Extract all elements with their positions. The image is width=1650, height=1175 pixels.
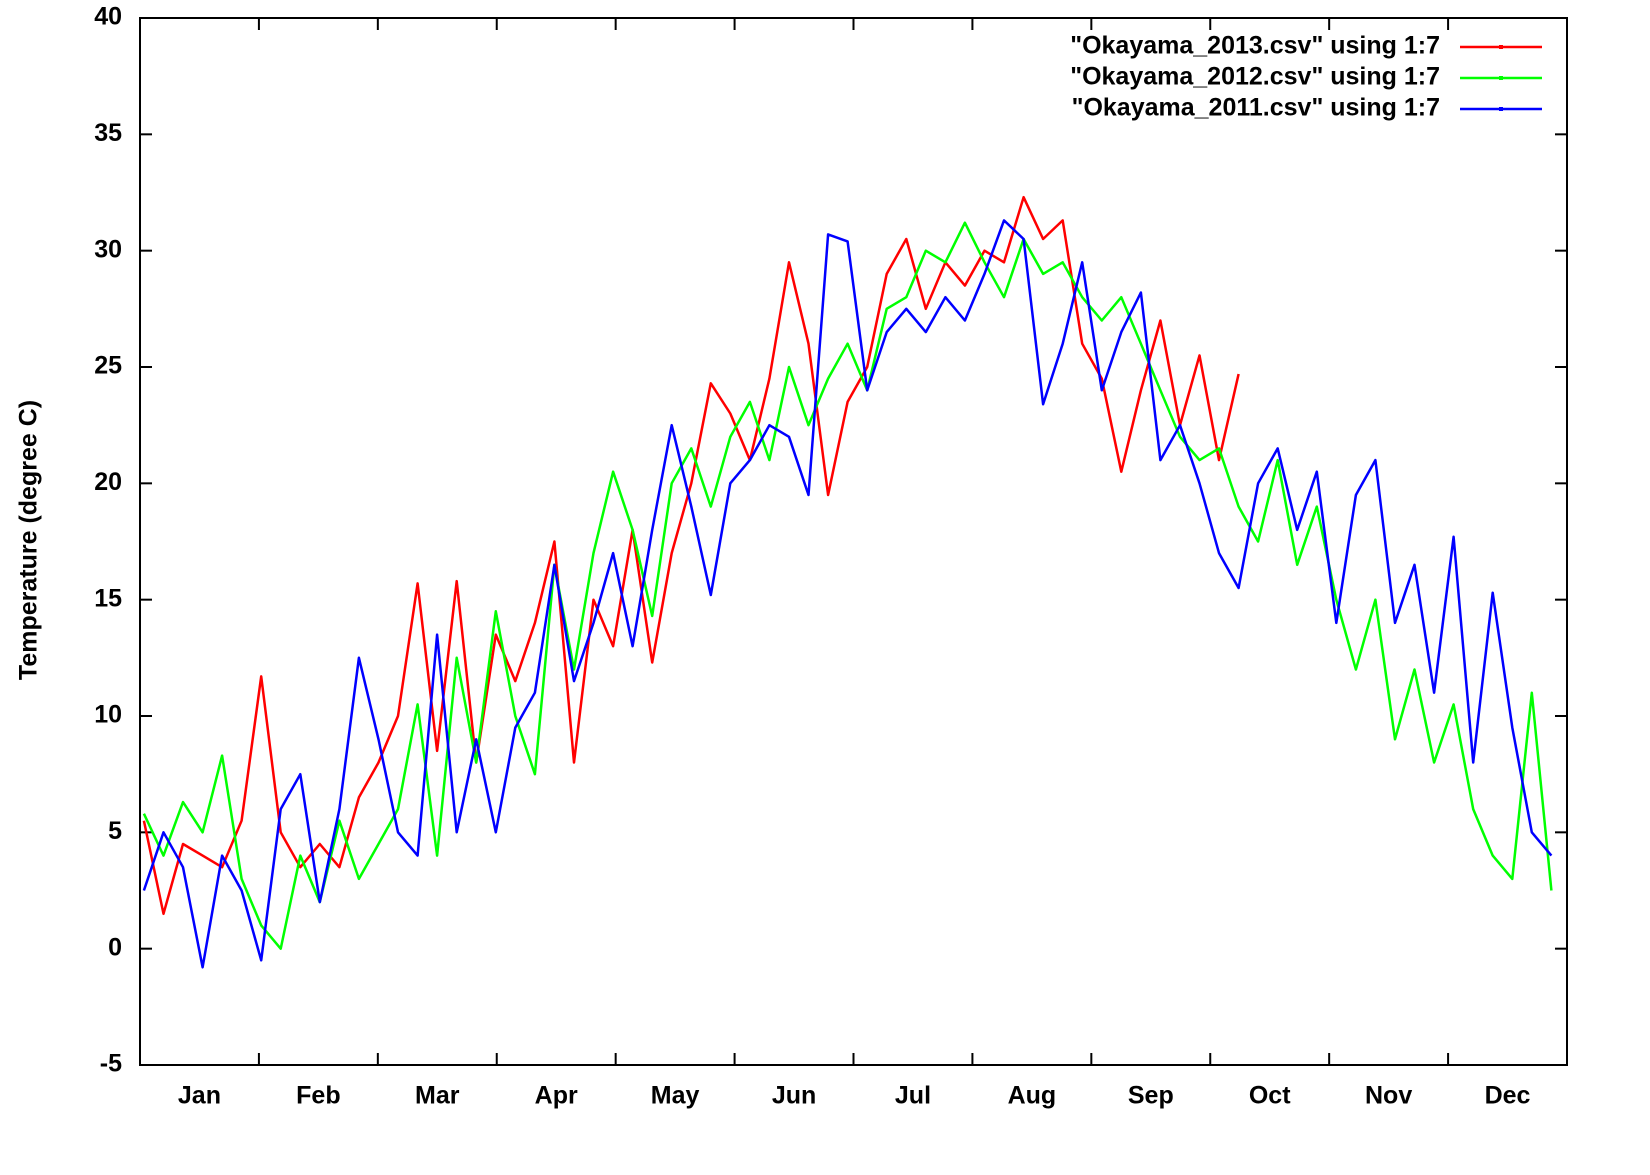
- legend-point: [1499, 76, 1503, 80]
- y-tick-label: 35: [94, 119, 122, 147]
- y-axis-label: Temperature (degree C): [15, 400, 43, 680]
- plot-frame: [139, 17, 1568, 1066]
- x-tick-label: Dec: [1485, 1082, 1531, 1110]
- x-tick-label: Nov: [1365, 1082, 1412, 1110]
- legend-label: "Okayama_2011.csv" using 1:7: [1072, 94, 1440, 122]
- y-tick-label: 25: [94, 352, 122, 380]
- x-tick-label: Mar: [415, 1082, 460, 1110]
- x-tick-label: Aug: [1008, 1082, 1057, 1110]
- y-tick-label: 0: [108, 933, 122, 961]
- series-line: [142, 219, 1553, 969]
- y-tick-label: 20: [94, 468, 122, 496]
- legend-label: "Okayama_2012.csv" using 1:7: [1070, 63, 1440, 91]
- x-tick-label: Jan: [178, 1082, 221, 1110]
- y-tick-label: 15: [94, 584, 122, 612]
- legend-label: "Okayama_2013.csv" using 1:7: [1070, 32, 1440, 60]
- series-line: [142, 221, 1553, 950]
- x-tick-label: Sep: [1128, 1082, 1174, 1110]
- y-tick-label: 30: [94, 235, 122, 263]
- legend-point: [1499, 45, 1503, 49]
- x-tick-label: Apr: [535, 1082, 578, 1110]
- y-tick-label: -5: [100, 1050, 122, 1078]
- x-tick-label: Oct: [1249, 1082, 1291, 1110]
- y-tick-label: 10: [94, 701, 122, 729]
- y-tick-label: 5: [108, 817, 122, 845]
- x-tick-label: Feb: [296, 1082, 340, 1110]
- y-tick-label: 40: [94, 3, 122, 31]
- series-line: [142, 195, 1240, 916]
- x-tick-label: Jul: [895, 1082, 931, 1110]
- x-tick-label: May: [651, 1082, 700, 1110]
- x-tick-label: Jun: [772, 1082, 816, 1110]
- legend-point: [1499, 107, 1503, 111]
